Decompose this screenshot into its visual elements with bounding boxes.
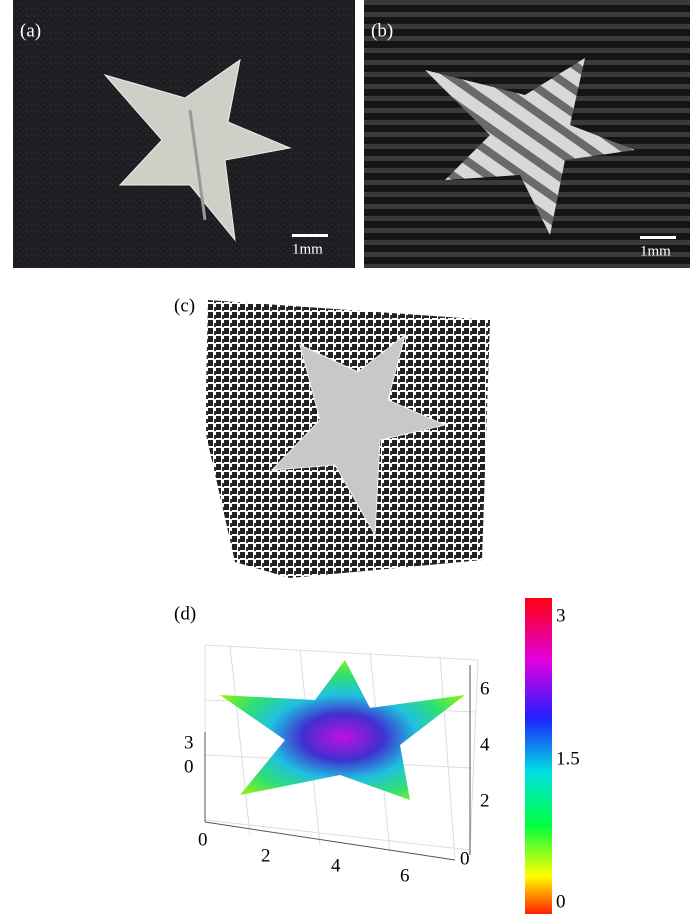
panel-b: (b) 1mm (364, 0, 690, 268)
y-tick-label: 0 (460, 848, 470, 869)
x-tick-label: 4 (331, 855, 341, 876)
y-tick-label: 6 (480, 678, 490, 699)
panel-c: (c) (174, 295, 490, 578)
panel-label: (b) (371, 20, 393, 41)
panel-a: (a) 1mm (13, 0, 355, 268)
scale-bar (640, 236, 676, 239)
x-tick-label: 0 (198, 829, 208, 850)
y-tick-label: 2 (480, 790, 490, 811)
colorbar-tick-label: 1.5 (556, 748, 580, 769)
scale-text: 1mm (640, 243, 671, 259)
panel-d: (d) 3 0 0 2 4 6 6 4 2 0 31.50 (174, 598, 580, 914)
scale-text: 1mm (292, 241, 323, 257)
panel-label: (a) (20, 20, 41, 41)
x-tick-label: 2 (261, 845, 271, 866)
colorbar (525, 598, 552, 914)
y-tick-label: 4 (480, 734, 490, 755)
colorbar-ticks: 31.50 (556, 605, 580, 912)
x-axis (205, 822, 455, 860)
height-map-star (220, 660, 465, 800)
x-tick-label: 6 (400, 865, 410, 886)
z-tick-label: 0 (184, 756, 194, 777)
panel-label: (d) (174, 603, 196, 624)
colorbar-tick-label: 0 (556, 891, 566, 912)
colorbar-tick-label: 3 (556, 605, 566, 626)
figure: (a) 1mm (b) 1mm (c) (d) 3 0 0 2 4 6 6 4 … (0, 0, 690, 916)
panel-label: (c) (174, 295, 195, 316)
z-tick-label: 3 (184, 732, 194, 753)
scale-bar (292, 234, 328, 237)
